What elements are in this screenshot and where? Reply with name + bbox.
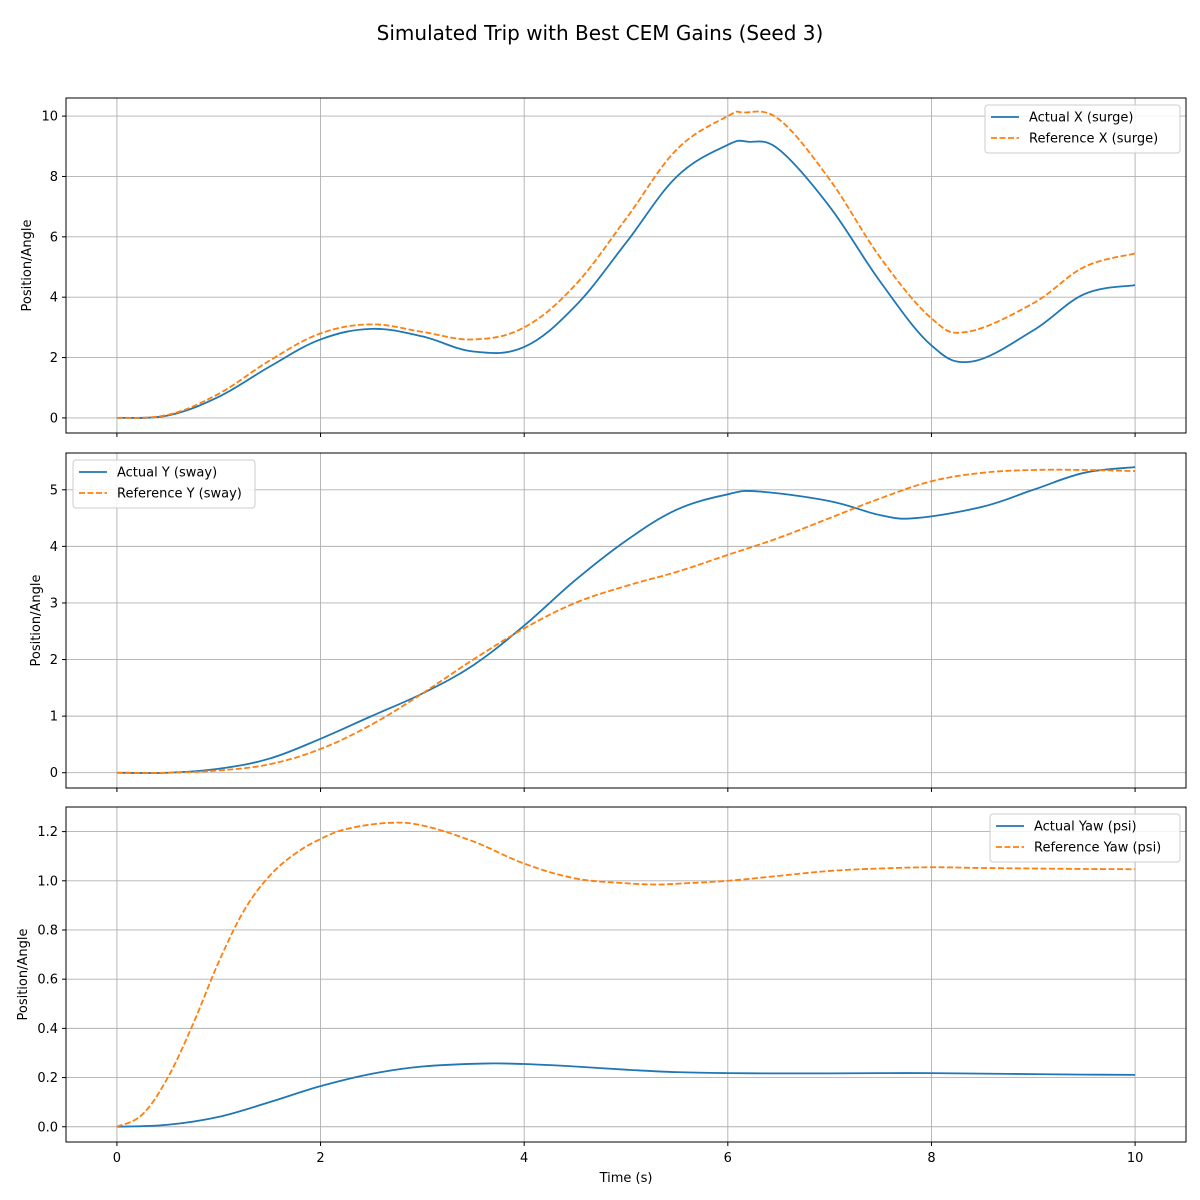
y-tick-label: 0.8	[37, 923, 58, 938]
x-tick-label: 6	[724, 1151, 732, 1166]
x-tick-label: 2	[316, 1151, 324, 1166]
y-tick-label: 5	[50, 483, 58, 498]
y-tick-label: 1.2	[37, 825, 58, 840]
y-tick-label: 1	[50, 710, 58, 725]
y-tick-label: 3	[50, 596, 58, 611]
y-tick-label: 4	[50, 540, 58, 555]
surge-subplot: 0 2 4 6 8 10 Position/Angle Actual X (surge) Ref…	[20, 97, 1187, 437]
actual-series-line	[116, 466, 1136, 774]
x-tick-label: 10	[1127, 1151, 1144, 1166]
legend-box	[989, 813, 1181, 863]
y-tick-label: 10	[41, 110, 58, 125]
y-axis-label: Position/Angle	[29, 575, 44, 667]
y-tick-label: 0	[50, 411, 58, 426]
x-axis-label: Time (s)	[599, 1171, 653, 1186]
legend: Actual X (surge) Reference X (surge)	[984, 104, 1181, 154]
y-axis-label: Position/Angle	[20, 220, 35, 312]
legend: Actual Yaw (psi) Reference Yaw (psi)	[989, 813, 1181, 863]
y-tick-label: 0	[50, 766, 58, 781]
y-tick-label: 8	[50, 170, 58, 185]
yaw-subplot: 0 2 4 6 8 10 0.0 0.2 0.4 0.6 0.8 1.0 1.2 Position/Ang…	[16, 806, 1187, 1186]
y-tick-label: 2	[50, 351, 58, 366]
legend-entry: Reference Yaw (psi)	[1034, 841, 1161, 856]
legend-entry: Reference Y (sway)	[117, 487, 242, 502]
legend-entry: Actual Y (sway)	[117, 466, 217, 481]
y-tick-label: 0.4	[37, 1022, 58, 1037]
x-tick-label: 4	[520, 1151, 528, 1166]
axes-frame	[65, 806, 1187, 1143]
sway-subplot: 0 1 2 3 4 5 Position/Angle Actual Y (sway) Refer…	[29, 452, 1187, 792]
legend-box	[984, 104, 1181, 154]
reference-series-line	[116, 110, 1136, 419]
x-tick-label: 8	[927, 1151, 935, 1166]
y-tick-label: 6	[50, 230, 58, 245]
y-tick-label: 0.2	[37, 1071, 58, 1086]
legend-entry: Actual Yaw (psi)	[1034, 820, 1137, 835]
axes-frame	[65, 97, 1187, 434]
legend-entry: Actual X (surge)	[1029, 111, 1133, 126]
y-tick-label: 0.6	[37, 973, 58, 988]
x-tick-label: 0	[113, 1151, 121, 1166]
reference-series-line	[116, 468, 1136, 774]
axes-frame	[65, 452, 1187, 789]
actual-series-line	[116, 1062, 1136, 1128]
y-tick-label: 4	[50, 291, 58, 306]
y-axis-label: Position/Angle	[16, 929, 31, 1021]
actual-series-line	[116, 139, 1136, 419]
figure-title: Simulated Trip with Best CEM Gains (Seed…	[377, 21, 824, 45]
reference-series-line	[116, 821, 1136, 1128]
legend-entry: Reference X (surge)	[1029, 132, 1158, 147]
y-tick-label: 2	[50, 653, 58, 668]
y-tick-label: 1.0	[37, 874, 58, 889]
legend: Actual Y (sway) Reference Y (sway)	[72, 459, 256, 509]
legend-box	[72, 459, 256, 509]
y-tick-label: 0.0	[37, 1120, 58, 1135]
